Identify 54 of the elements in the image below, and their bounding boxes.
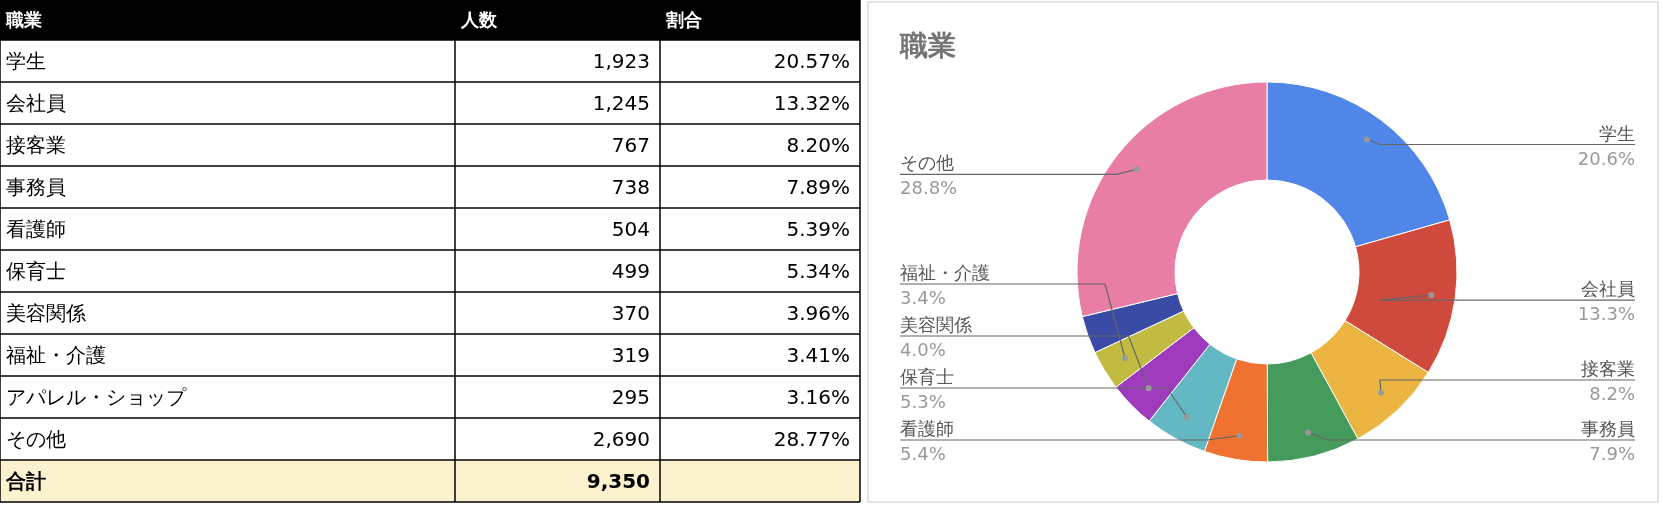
data-label: 5.3% <box>900 391 946 412</box>
category-label: その他 <box>6 427 66 451</box>
data-label: 5.4% <box>900 443 946 464</box>
data-label: 5.34% <box>786 259 850 283</box>
text: 人数 <box>460 9 498 30</box>
category-label: 事務員 <box>6 175 66 199</box>
data-label: 7.9% <box>1589 443 1635 464</box>
data-label: 28.8% <box>900 177 958 199</box>
category-label: 保育士 <box>6 259 66 283</box>
category-label: アパレル・ショップ <box>6 385 187 409</box>
data-label: 499 <box>611 259 650 283</box>
slice-label: 福祉・介護 <box>900 262 990 283</box>
data-label: 20.6% <box>1577 147 1635 169</box>
data-label: 13.32% <box>773 91 850 115</box>
data-label: 1,923 <box>592 49 650 73</box>
slice-label: その他 <box>900 152 954 174</box>
text: 職業 <box>5 9 42 30</box>
data-label: 738 <box>611 175 650 199</box>
slice-label: 美容関係 <box>900 314 972 335</box>
category-label: 会社員 <box>6 91 66 115</box>
slice-label: 保育士 <box>900 366 954 387</box>
data-label: 20.57% <box>773 49 850 73</box>
data-label: 3.96% <box>786 301 850 325</box>
data-label: 8.2% <box>1589 383 1635 404</box>
data-label: 28.77% <box>773 427 850 451</box>
data-label: 5.39% <box>786 217 850 241</box>
text: 割合 <box>665 9 702 30</box>
data-label: 3.16% <box>786 385 850 409</box>
data-label: 8.20% <box>786 133 850 157</box>
slice-label: 看護師 <box>900 418 954 439</box>
text: 9,350 <box>586 469 650 493</box>
category-label: 接客業 <box>6 133 66 157</box>
slice-label: 事務員 <box>1581 418 1635 439</box>
data-label: 1,245 <box>592 91 650 115</box>
data-label: 2,690 <box>592 427 650 451</box>
text: 合計 <box>5 469 46 493</box>
slice-label: 接客業 <box>1581 358 1635 379</box>
data-label: 504 <box>611 217 650 241</box>
category-label: 学生 <box>6 49 46 73</box>
data-label: 370 <box>611 301 650 325</box>
category-label: 看護師 <box>6 217 66 241</box>
data-label: 3.4% <box>900 287 946 308</box>
data-label: 767 <box>611 133 650 157</box>
data-label: 319 <box>611 343 650 367</box>
category-label: 福祉・介護 <box>6 343 106 367</box>
slice-label: 学生 <box>1599 122 1635 144</box>
category-label: 美容関係 <box>6 301 86 325</box>
data-label: 3.41% <box>786 343 850 367</box>
data-label: 295 <box>611 385 650 409</box>
data-label: 7.89% <box>786 175 850 199</box>
data-label: 4.0% <box>900 339 946 360</box>
data-label: 13.3% <box>1577 303 1635 325</box>
chart-title: 職業 <box>899 29 956 62</box>
slice-label: 会社員 <box>1581 278 1635 300</box>
